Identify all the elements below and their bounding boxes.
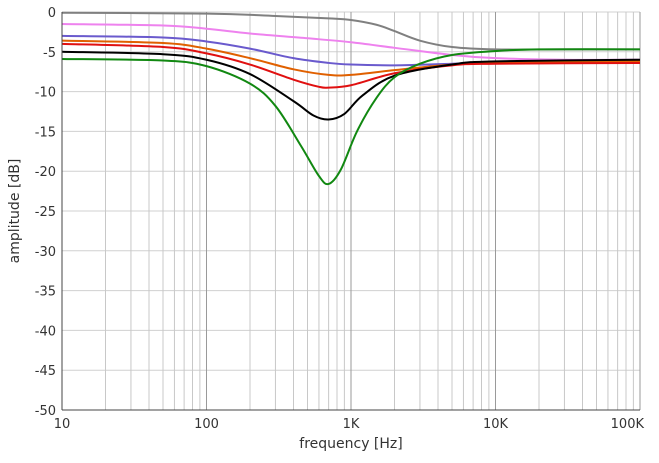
series-line-2 [61,22,641,61]
series-line-5 [61,42,641,89]
x-tick-label: 100K [611,417,645,432]
y-tick-label: -10 [35,86,56,101]
y-tick-label: -20 [35,165,56,180]
y-tick-label: -40 [35,324,56,339]
y-tick-label: 0 [48,6,56,21]
y-tick-label: -50 [35,404,56,419]
grid [61,11,641,411]
series-lines [61,11,641,186]
y-tick-label: -30 [35,245,56,260]
x-tick-label: 100 [194,417,219,432]
y-tick-label: -45 [35,364,56,379]
y-tick-label: -35 [35,285,56,300]
y-tick-label: -5 [43,46,56,61]
x-tick-label: 10K [483,417,509,432]
x-tick-label: 10 [54,417,71,432]
y-tick-label: -15 [35,125,56,140]
x-tick-label: 1K [343,417,360,432]
y-tick-label: -25 [35,205,56,220]
y-axis-label: amplitude [dB] [7,159,23,264]
x-axis-label: frequency [Hz] [299,436,402,452]
series-line-7 [61,48,641,186]
series-line-6 [61,50,641,121]
